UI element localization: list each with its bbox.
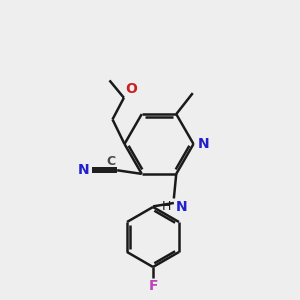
Text: C: C bbox=[107, 155, 116, 168]
Text: N: N bbox=[175, 200, 187, 214]
Text: N: N bbox=[78, 163, 90, 177]
Text: O: O bbox=[125, 82, 137, 96]
Text: H: H bbox=[162, 200, 171, 213]
Text: F: F bbox=[148, 279, 158, 293]
Text: N: N bbox=[197, 137, 209, 151]
